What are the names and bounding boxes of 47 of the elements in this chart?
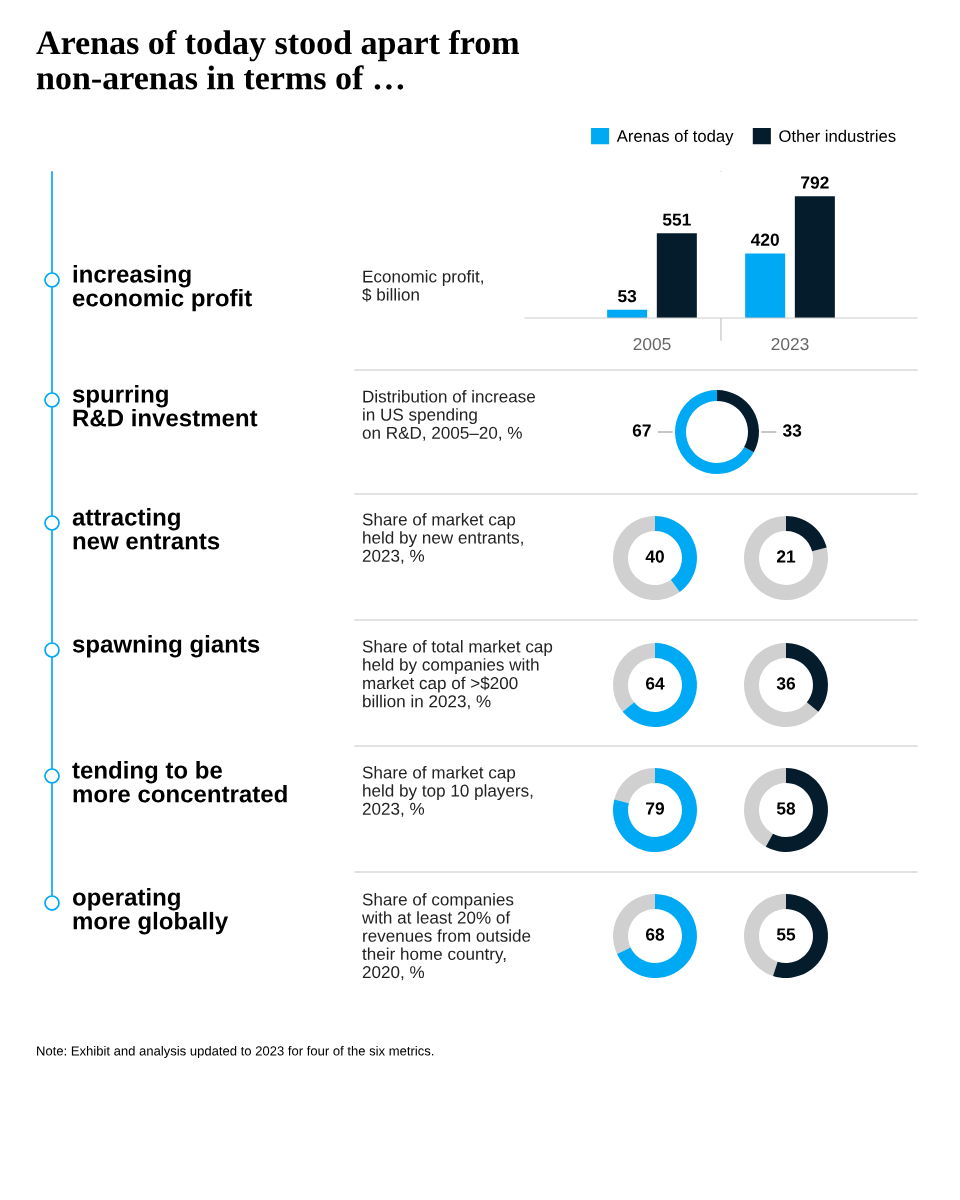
data-label: 33 [782,424,802,437]
text: Distribution of increase in US spending on R&D, 2005–20, % [362,390,535,441]
text: Share of market cap held by new entrants, 2023, % [362,513,523,564]
text: tending to be more concentrated [72,761,287,803]
bar [794,196,835,318]
data-label: 68 [645,928,665,941]
x-tick-label: 2005 [633,337,671,351]
donut-slice [773,894,828,978]
text: attracting new entrants [72,508,220,550]
donut-slice [786,516,827,552]
data-label: 21 [776,550,796,563]
data-label: 79 [646,802,665,815]
donut-slice [622,643,697,727]
text: Arenas of today stood apart from non-arenas in terms of … [36,30,520,90]
bar [656,233,697,318]
text: operating more globally [72,888,229,935]
bar [745,253,786,318]
data-label: 40 [645,550,664,563]
legend-label: Other industries [779,129,896,142]
text: Share of market cap held by top 10 players, 2023, % [362,766,533,817]
donut-slice [614,768,655,804]
data-label: 53 [618,289,637,303]
data-label: 36 [776,677,796,690]
donut-slice [744,516,828,600]
donut-slice [613,516,680,600]
donut-slice [717,390,759,453]
text: Note: Exhibit and analysis updated to 2023 for four of the six metrics. [37,1045,434,1059]
donut-slice [744,643,819,727]
donut-slice [765,768,828,852]
data-label: 55 [776,928,796,941]
donut-slice [613,768,697,852]
text: spurring R&D investment [72,385,258,427]
text: spawning giants [72,635,260,658]
donut-slice [675,390,754,474]
data-label: 551 [662,213,691,226]
text: Share of companies with at least 20% of revenues from outside their home country, 2020, % [361,893,531,981]
data-label: 58 [776,802,796,815]
text: Share of total market cap held by companies with market cap of >$200 billion in 2023, % [362,640,553,710]
data-label: 64 [645,677,665,690]
x-tick-label: 2023 [771,337,809,351]
data-label: 420 [750,233,779,246]
legend-label: Arenas of today [616,129,734,146]
data-label: 792 [801,176,829,189]
data-label: 67 [632,424,651,437]
y-axis-title: increasing economic profit [72,265,252,312]
donut-slice [617,894,697,978]
text: Economic profit, $ billion [362,270,483,302]
